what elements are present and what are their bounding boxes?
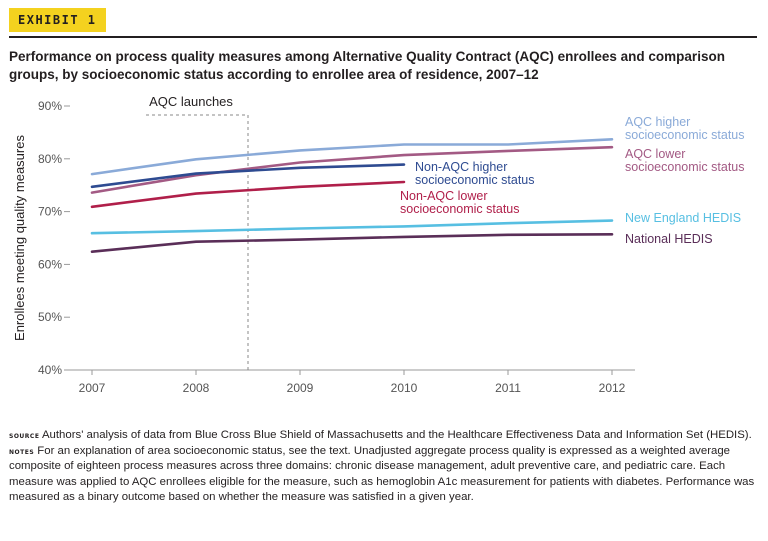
series-label-new-england-hedis: New England HEDIS: [625, 211, 741, 225]
chart-title: Performance on process quality measures …: [9, 49, 725, 82]
series-line-non-aqc-higher: [90, 163, 406, 189]
x-tick-label: 2008: [183, 381, 210, 395]
series-label-line: Non-AQC lower: [400, 189, 488, 203]
series-label-line: New England HEDIS: [625, 211, 741, 225]
series-label-non-aqc-lower: Non-AQC lower socioeconomic status: [400, 189, 520, 216]
series-line-national-hedis: [90, 233, 614, 253]
series-label-national-hedis: National HEDIS: [625, 232, 713, 246]
exhibit-label: EXHIBIT 1: [9, 8, 106, 32]
y-tick-label: 70%: [38, 205, 62, 219]
series-label-line: AQC higher: [625, 115, 690, 129]
series-line-aqc-lower: [90, 145, 614, 194]
line-chart: 40% 50% 60% 70% 80% 90% 2007 2008 2009 2010 2011 20…: [12, 94, 745, 395]
series-lines: [90, 138, 614, 253]
series-label-aqc-higher: AQC higher socioeconomic status: [625, 115, 745, 142]
series-line-non-aqc-lower: [90, 180, 406, 209]
source-text: Authors' analysis of data from Blue Cros…: [39, 429, 752, 441]
footnote: Source Authors' analysis of data from Bl…: [9, 428, 757, 506]
x-tick-label: 2011: [495, 381, 521, 395]
x-tick-label: 2010: [391, 381, 418, 395]
series-label-line: AQC lower: [625, 147, 685, 161]
annotation: AQC launches: [146, 94, 249, 370]
series-label-line: socioeconomic status: [400, 202, 520, 216]
top-rule: [9, 36, 757, 38]
series-label-line: socioeconomic status: [415, 173, 535, 187]
axes: 40% 50% 60% 70% 80% 90% 2007 2008 2009 2010 2011 20…: [12, 99, 635, 395]
x-tick-label: 2012: [599, 381, 626, 395]
series-label-line: socioeconomic status: [625, 160, 745, 174]
series-line-aqc-higher: [90, 138, 614, 176]
series-label-line: socioeconomic status: [625, 128, 745, 142]
notes-text: For an explanation of area socioeconomic…: [9, 444, 755, 504]
x-tick-label: 2009: [287, 381, 314, 395]
y-tick-label: 90%: [38, 99, 62, 113]
y-tick-label: 80%: [38, 152, 62, 166]
series-label-aqc-lower: AQC lower socioeconomic status: [625, 147, 745, 174]
notes-label: Notes: [9, 446, 35, 456]
y-tick-label: 50%: [38, 310, 62, 324]
y-axis-label: Enrollees meeting quality measures: [12, 135, 27, 341]
y-tick-label: 40%: [38, 363, 62, 377]
x-tick-label: 2007: [79, 381, 106, 395]
y-tick-label: 60%: [38, 257, 62, 271]
annotation-line: [146, 114, 249, 370]
source-label: Source: [9, 431, 40, 440]
series-label-non-aqc-higher: Non-AQC higher socioeconomic status: [415, 160, 535, 187]
series-line-new-england-hedis: [90, 219, 614, 235]
series-label-line: Non-AQC higher: [415, 160, 507, 174]
annotation-label: AQC launches: [149, 94, 233, 109]
series-label-line: National HEDIS: [625, 232, 713, 246]
